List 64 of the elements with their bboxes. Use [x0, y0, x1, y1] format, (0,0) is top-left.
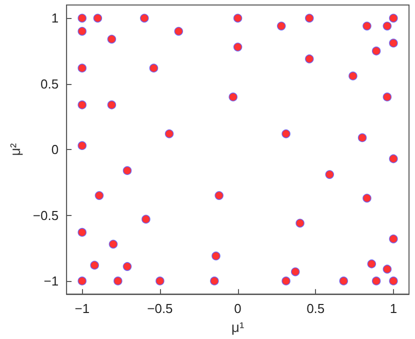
- point: [389, 276, 398, 286]
- x-tick-label: −1: [74, 301, 90, 316]
- x-tick-label: 0.5: [306, 301, 325, 316]
- point: [122, 262, 132, 271]
- point: [372, 46, 381, 56]
- point: [214, 191, 224, 200]
- point: [276, 22, 286, 30]
- point: [94, 191, 104, 200]
- point: [212, 252, 220, 260]
- x-tick-label: −0.5: [147, 301, 173, 316]
- point: [296, 218, 304, 228]
- point: [149, 64, 158, 72]
- point: [174, 26, 184, 36]
- point: [389, 154, 398, 164]
- point: [367, 259, 376, 268]
- x-tick-label: 0: [234, 301, 242, 316]
- x-axis-title: μ¹: [231, 319, 244, 335]
- point: [78, 26, 87, 36]
- point: [362, 22, 372, 30]
- y-tick-label: 0.5: [40, 76, 59, 92]
- point: [107, 100, 116, 110]
- y-tick-label: 1: [51, 10, 59, 26]
- point: [108, 240, 118, 249]
- point: [389, 234, 398, 244]
- point: [389, 38, 398, 48]
- point: [78, 100, 87, 110]
- point: [233, 14, 242, 23]
- y-tick-label: −0.5: [32, 208, 59, 223]
- point: [325, 170, 334, 179]
- point: [389, 14, 398, 23]
- point: [78, 276, 87, 286]
- point: [78, 141, 87, 150]
- point: [372, 276, 381, 286]
- point: [93, 14, 102, 23]
- point: [228, 92, 238, 102]
- point: [282, 276, 290, 286]
- point: [382, 92, 392, 102]
- point: [107, 34, 116, 44]
- point: [78, 14, 87, 23]
- point: [140, 14, 149, 23]
- point: [114, 276, 122, 286]
- point: [78, 228, 87, 237]
- point: [210, 276, 219, 286]
- point: [90, 260, 99, 270]
- point: [233, 42, 242, 52]
- point: [78, 64, 87, 72]
- point: [339, 276, 348, 286]
- y-axis-title: μ²: [7, 142, 23, 156]
- point: [164, 129, 174, 138]
- point: [282, 129, 290, 138]
- point: [122, 166, 132, 175]
- point: [304, 14, 314, 23]
- x-tick-label: 1: [390, 301, 398, 316]
- point: [362, 194, 372, 203]
- y-tick-label: −1: [44, 273, 59, 288]
- point: [358, 133, 367, 142]
- point: [290, 267, 300, 276]
- point: [348, 72, 358, 80]
- point: [156, 276, 164, 286]
- point: [382, 264, 392, 274]
- point: [142, 214, 150, 224]
- y-tick-label: 0: [51, 142, 59, 158]
- point: [304, 54, 314, 64]
- point: [382, 22, 392, 30]
